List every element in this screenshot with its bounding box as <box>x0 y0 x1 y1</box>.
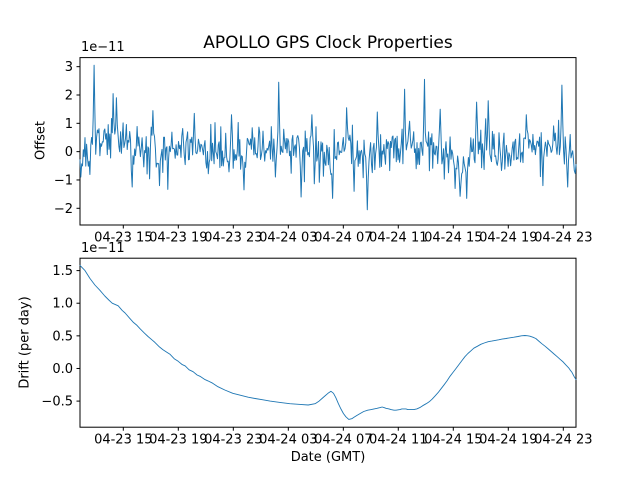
y-tick-label: 1 <box>65 117 73 132</box>
y-tick-label: 1.0 <box>52 297 73 312</box>
top-scale-factor-label: 1e−11 <box>81 40 125 55</box>
gps-clock-offset-line <box>79 64 577 211</box>
axes-frame <box>79 57 577 226</box>
x-tick-label: 04-24 11 <box>369 433 427 448</box>
chart-title: APOLLO GPS Clock Properties <box>203 33 453 53</box>
bottom-scale-factor-label: 1e−11 <box>81 241 125 256</box>
top-y-axis-label: Offset <box>33 120 49 161</box>
y-tick-label: 3 <box>65 60 73 75</box>
x-tick-label: 04-24 03 <box>259 433 317 448</box>
x-tick-label: 04-23 23 <box>204 433 262 448</box>
y-tick-label: −1 <box>54 173 73 188</box>
y-tick-label: −0.5 <box>41 395 73 410</box>
y-tick-label: 0.5 <box>52 329 73 344</box>
x-tick-label: 04-23 19 <box>149 231 207 246</box>
x-tick-label: 04-23 15 <box>94 231 152 246</box>
x-tick-label: 04-24 15 <box>424 433 482 448</box>
x-tick-label: 04-23 19 <box>149 433 207 448</box>
y-tick-label: 2 <box>65 88 73 103</box>
x-tick-label: 04-24 23 <box>534 433 592 448</box>
x-tick-label: 04-24 19 <box>479 231 537 246</box>
bottom-y-axis-label: Drift (per day) <box>17 296 33 389</box>
x-tick-label: 04-24 15 <box>424 231 482 246</box>
y-tick-label: 1.5 <box>52 264 73 279</box>
y-tick-label: −2 <box>54 202 73 217</box>
x-tick-label: 04-24 23 <box>534 231 592 246</box>
y-tick-label: 0.0 <box>52 362 73 377</box>
x-tick-label: 04-24 11 <box>369 231 427 246</box>
x-tick-label: 04-24 19 <box>479 433 537 448</box>
x-tick-label: 04-23 23 <box>204 231 262 246</box>
x-tick-label: 04-24 07 <box>314 231 372 246</box>
gps-clock-drift-line <box>79 264 577 420</box>
x-tick-label: 04-24 07 <box>314 433 372 448</box>
x-tick-label: 04-23 15 <box>94 433 152 448</box>
y-tick-label: 0 <box>65 145 73 160</box>
axes-frame <box>79 257 577 428</box>
x-axis-label: Date (GMT) <box>290 450 366 465</box>
x-tick-label: 04-24 03 <box>259 231 317 246</box>
